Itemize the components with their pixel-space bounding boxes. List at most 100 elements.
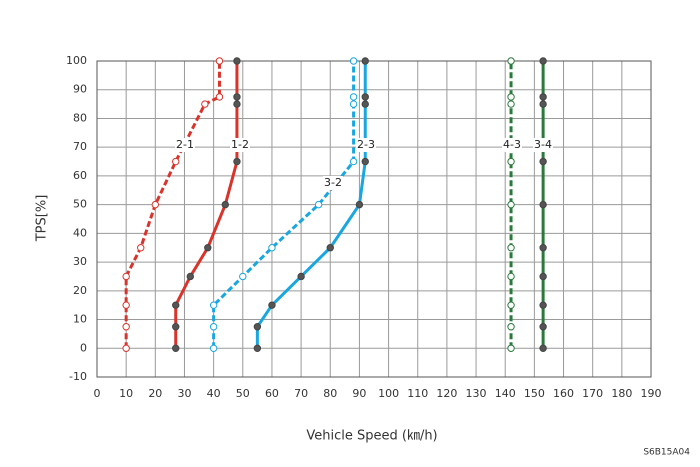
- x-tick-label: 90: [352, 387, 366, 400]
- series-label: 4-3: [503, 138, 521, 151]
- data-point: [239, 272, 247, 281]
- y-tick-label: 90: [73, 83, 87, 96]
- x-tick-label: 70: [294, 387, 308, 400]
- y-tick-label: 60: [73, 169, 87, 182]
- x-tick-label: 100: [378, 387, 399, 400]
- x-tick-label: 0: [94, 387, 101, 400]
- data-point: [209, 301, 218, 309]
- data-point: [349, 93, 358, 101]
- series-label: 1-2: [231, 138, 249, 151]
- data-point: [349, 157, 358, 166]
- data-point: [233, 57, 241, 65]
- x-tick-label: 190: [641, 387, 662, 400]
- data-point: [172, 301, 180, 309]
- data-point: [233, 93, 241, 101]
- data-point: [221, 200, 229, 209]
- data-point: [172, 157, 180, 166]
- data-point: [151, 200, 160, 209]
- data-point: [539, 244, 547, 252]
- x-tick-label: 10: [119, 387, 133, 400]
- x-tick-label: 130: [466, 387, 487, 400]
- data-point: [122, 272, 130, 281]
- data-point: [539, 157, 547, 166]
- x-tick-label: 40: [207, 387, 221, 400]
- data-point: [209, 344, 218, 352]
- data-point: [268, 244, 276, 252]
- data-point: [253, 323, 262, 331]
- data-point: [539, 57, 547, 65]
- data-point: [507, 244, 515, 252]
- data-point: [507, 157, 515, 166]
- data-point: [201, 100, 209, 108]
- figure-code: S6B15A04: [643, 448, 690, 458]
- x-tick-label: 110: [407, 387, 428, 400]
- y-tick-label: -10: [69, 370, 87, 383]
- x-tick-label: 80: [323, 387, 337, 400]
- y-axis-title: TPS[%]: [35, 195, 50, 243]
- data-point: [539, 100, 547, 108]
- y-tick-label: 100: [66, 54, 87, 67]
- data-point: [507, 323, 515, 331]
- data-point: [122, 323, 130, 331]
- x-tick-label: 60: [265, 387, 279, 400]
- y-tick-label: 20: [73, 284, 87, 297]
- data-point: [539, 344, 547, 352]
- y-tick-label: 50: [73, 198, 87, 211]
- x-tick-label: 160: [553, 387, 574, 400]
- data-point: [539, 93, 547, 101]
- y-tick-label: 10: [73, 313, 87, 326]
- x-tick-label: 150: [524, 387, 545, 400]
- data-point: [172, 323, 180, 331]
- data-point: [253, 344, 262, 352]
- data-point: [507, 93, 515, 101]
- y-tick-label: 30: [73, 255, 87, 268]
- y-tick-label: 40: [73, 226, 87, 239]
- label-bg: [533, 138, 553, 152]
- data-point: [215, 93, 224, 101]
- data-point: [507, 200, 515, 209]
- data-point: [349, 100, 358, 108]
- data-point: [204, 244, 212, 252]
- data-point: [539, 272, 547, 281]
- plot-frame: [96, 60, 652, 378]
- data-point: [326, 244, 334, 252]
- data-point: [539, 301, 547, 309]
- x-tick-label: 170: [582, 387, 603, 400]
- series-label: 3-2: [324, 176, 342, 189]
- data-point: [361, 57, 369, 65]
- x-tick-label: 30: [177, 387, 191, 400]
- x-tick-label: 120: [436, 387, 457, 400]
- data-point: [539, 200, 547, 209]
- label-bg: [230, 138, 250, 152]
- x-axis-title: Vehicle Speed (㎞/h): [306, 429, 437, 444]
- data-point: [507, 57, 515, 65]
- data-point: [215, 57, 224, 65]
- x-tick-label: 50: [236, 387, 250, 400]
- data-point: [507, 272, 515, 281]
- label-bg: [323, 176, 343, 190]
- data-point: [172, 344, 180, 352]
- label-bg: [502, 138, 522, 152]
- data-point: [122, 301, 130, 309]
- data-point: [209, 323, 218, 331]
- data-point: [233, 100, 241, 108]
- data-point: [314, 200, 323, 209]
- series-label: 2-1: [176, 138, 194, 151]
- series-label: 3-4: [534, 138, 552, 151]
- data-point: [122, 344, 130, 352]
- data-point: [268, 301, 276, 309]
- data-point: [297, 272, 305, 281]
- label-bg: [356, 138, 376, 152]
- data-point: [507, 100, 515, 108]
- y-tick-label: 70: [73, 140, 87, 153]
- series-label: 2-3: [357, 138, 375, 151]
- data-point: [361, 93, 369, 101]
- data-point: [349, 57, 358, 65]
- data-point: [137, 244, 145, 252]
- x-tick-label: 180: [611, 387, 632, 400]
- x-tick-label: 20: [148, 387, 162, 400]
- data-point: [186, 272, 195, 281]
- series-line: [124, 61, 221, 349]
- data-point: [507, 301, 515, 309]
